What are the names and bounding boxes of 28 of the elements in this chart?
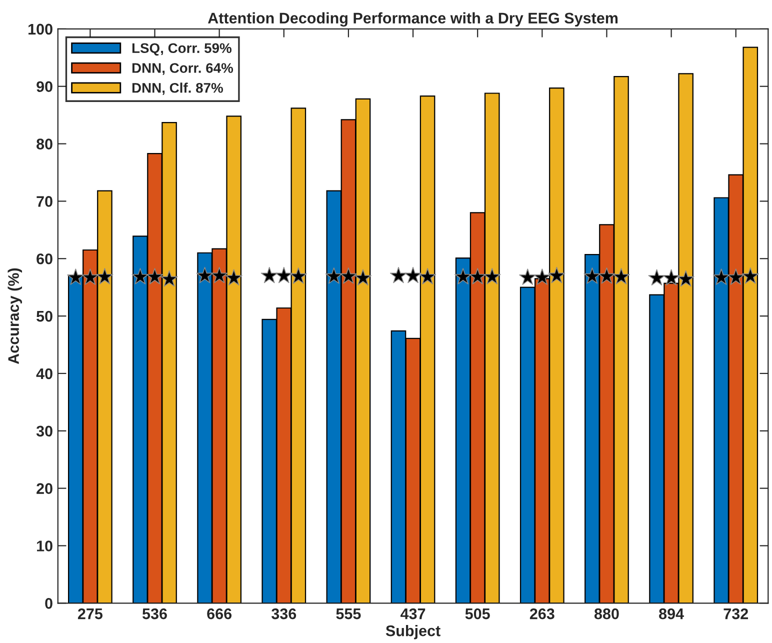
y-tick-label: 20 [36,483,52,494]
y-tick-label: 90 [36,81,52,92]
y-axis-title: Accuracy (%) [8,268,22,364]
chart-title: Attention Decoding Performance with a Dry EEG System [208,12,618,27]
y-tick-label: 60 [36,253,52,264]
x-tick-label: 894 [659,608,684,620]
y-tick-label: 100 [28,24,52,35]
y-tick-label: 80 [36,138,52,150]
legend-label: DNN, Clf. 87% [132,82,223,95]
x-tick-label: 505 [465,608,490,620]
x-tick-label: 555 [336,608,361,620]
legend-label: DNN, Corr. 64% [132,63,234,75]
y-tick-label: 10 [37,540,52,552]
x-tick-label: 275 [78,608,103,620]
x-tick-label: 880 [594,608,619,620]
y-tick-label: 0 [45,598,52,609]
x-tick-label: 732 [724,608,748,620]
y-tick-label: 40 [36,368,52,380]
x-tick-label: 666 [207,608,232,620]
x-tick-label: 336 [271,608,296,620]
y-tick-label: 70 [36,196,52,207]
y-tick-label: 50 [36,310,52,322]
y-tick-label: 30 [36,426,52,437]
x-tick-label: 536 [142,608,167,620]
x-axis-title: Subject [386,625,440,640]
x-tick-label: 437 [400,608,426,620]
legend-label: LSQ, Corr. 59% [132,43,232,56]
x-tick-label: 263 [530,608,554,620]
